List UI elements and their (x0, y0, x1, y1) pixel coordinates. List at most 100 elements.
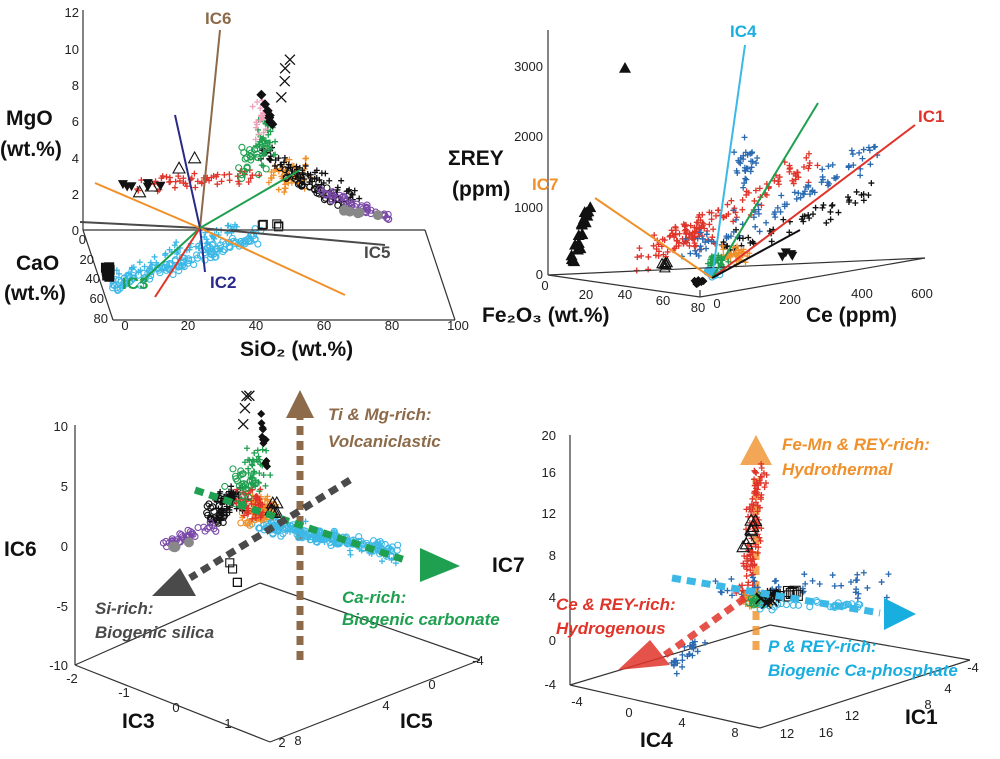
p1-point (123, 279, 131, 287)
p1-point (201, 233, 208, 240)
p3-x-tick-label: 2 (278, 735, 285, 750)
p3-point (258, 512, 265, 519)
p2-point (687, 250, 694, 257)
p2-point (763, 219, 770, 226)
p3-point (256, 470, 263, 477)
p3-point (287, 528, 294, 535)
p1-z-axis-label-line1: MgO (6, 107, 53, 130)
p4-point (885, 571, 892, 578)
p2-point (739, 235, 746, 242)
p1-point (258, 140, 266, 148)
p2-point (703, 245, 710, 252)
p4-point (745, 519, 760, 532)
p2-point (692, 247, 699, 254)
p4-point (751, 577, 758, 584)
p2-point (801, 188, 808, 195)
p2-point (672, 223, 679, 230)
p1-point (334, 184, 341, 191)
p3-point (241, 459, 248, 466)
p1-point (184, 255, 193, 263)
p2-point (819, 166, 826, 173)
p2-point (865, 192, 872, 199)
p4-point (679, 657, 686, 664)
p2-point (681, 223, 688, 230)
p2-point (723, 243, 730, 250)
p4-z-tick-label: 0 (549, 633, 556, 648)
p2-y-tick-label: 20 (579, 287, 593, 302)
p4-point (801, 571, 808, 578)
p1-point (206, 177, 213, 184)
p1-point (275, 91, 287, 103)
p1-z-tick-label: 6 (72, 114, 79, 129)
p1-x-tick-label: 40 (249, 318, 263, 333)
p4-point (712, 578, 719, 585)
p3-point (208, 521, 216, 529)
p2-point (860, 197, 867, 204)
p1-point (237, 238, 245, 246)
p2-point (825, 163, 832, 170)
p4-x-tick-label: 12 (780, 726, 794, 741)
p3-point (179, 533, 187, 541)
p1-y-tick-label: 60 (90, 291, 104, 306)
ic4-vector (711, 44, 746, 279)
p2-z-axis-label-line2: (ppm) (452, 178, 510, 201)
p1-point (183, 183, 190, 190)
orange-vector-back (94, 182, 201, 229)
p2-y-axis-label: Fe₂O₃ (wt.%) (482, 304, 610, 327)
p2-point (655, 248, 662, 255)
p3-point (232, 577, 243, 587)
p4-point (736, 539, 751, 553)
p4-point (728, 576, 735, 583)
p2-x-tick-label: 400 (851, 286, 873, 301)
p4-annotation-phosphate-line2: Biogenic Ca-phosphate (768, 661, 958, 680)
p2-point (746, 250, 753, 257)
p2-box-edge (547, 274, 701, 298)
p3-point (388, 556, 395, 563)
p1-point (318, 187, 326, 195)
p1-point (267, 153, 274, 160)
p1-x-axis-label: SiO₂ (wt.%) (240, 338, 353, 361)
p3-x-ticks: -2 -1 0 1 2 (66, 671, 285, 750)
p1-point (260, 134, 267, 141)
p4-point (838, 582, 845, 589)
p3-point (237, 418, 249, 430)
p4-x-tick-label: -4 (571, 694, 583, 709)
p1-point (246, 146, 254, 154)
p3-box-edge (269, 659, 481, 743)
p1-point (216, 241, 225, 249)
p2-point (720, 214, 727, 221)
ic2-vector-up (174, 114, 201, 229)
p3-point (315, 535, 322, 542)
p3-point (253, 493, 260, 500)
p4-point (752, 490, 759, 497)
p3-z-tick-label: 0 (61, 539, 68, 554)
p1-point (247, 152, 255, 160)
p2-point (789, 177, 796, 184)
p3-point (245, 510, 252, 517)
p4-box-edge (569, 684, 761, 729)
p3-point (206, 514, 214, 522)
p4-z-tick-label: 8 (549, 548, 556, 563)
p2-point (866, 147, 873, 154)
p4-y-axis-label: IC1 (905, 706, 938, 729)
p4-arrowhead-hydrothermal (740, 435, 772, 465)
p2-label-ic4: IC4 (730, 22, 757, 41)
p4-point (829, 572, 836, 579)
p2-point (867, 161, 874, 168)
p3-point (309, 536, 316, 543)
p1-point (155, 266, 163, 274)
p1-point (247, 175, 254, 182)
p1-point (352, 208, 363, 219)
p2-point (696, 246, 703, 253)
p4-point (816, 581, 823, 588)
p3-point (231, 491, 238, 498)
p2-y-tick-label: 80 (691, 300, 705, 315)
p3-point (225, 558, 235, 568)
p1-point (113, 267, 120, 274)
p3-point (245, 470, 252, 477)
p1-point (253, 119, 260, 126)
p4-point (749, 495, 756, 502)
p4-point (679, 651, 686, 658)
p3-x-tick-label: 0 (172, 700, 179, 715)
